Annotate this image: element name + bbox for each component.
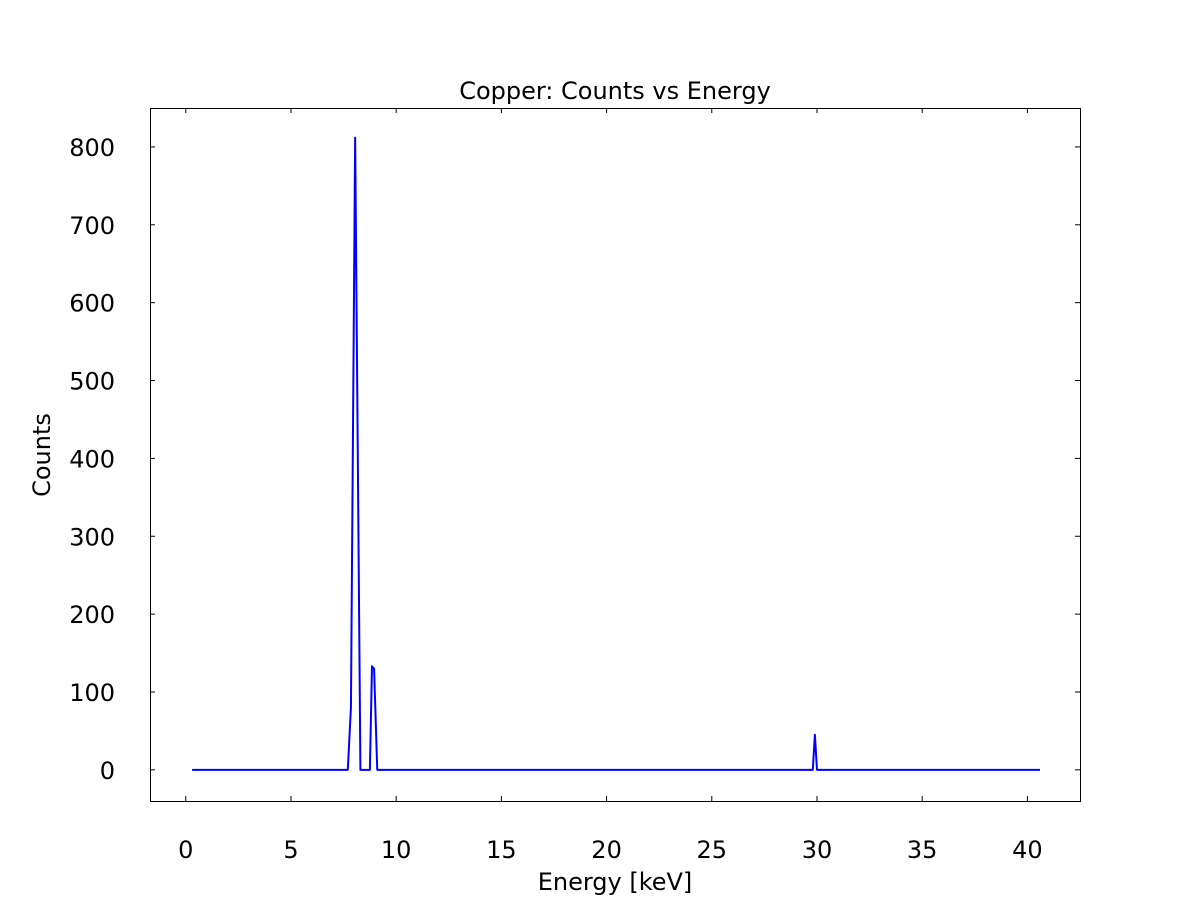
plot-area [192, 136, 1041, 771]
y-tick-label: 700 [69, 212, 115, 240]
y-tick-label: 500 [69, 368, 115, 396]
x-axis-label: Energy [keV] [538, 868, 693, 896]
x-tick-label: 25 [697, 836, 728, 864]
y-axis: 0 100 200 300 400 500 600 700 800 [69, 134, 1080, 785]
y-axis-label: Counts [28, 413, 56, 497]
y-tick-label: 400 [69, 445, 115, 473]
x-tick-label: 35 [907, 836, 938, 864]
y-tick-label: 200 [69, 601, 115, 629]
y-tick-label: 0 [100, 757, 115, 785]
x-tick-label: 30 [802, 836, 833, 864]
chart-title: Copper: Counts vs Energy [459, 77, 771, 105]
plot-frame [150, 108, 1081, 802]
series-line-0 [192, 136, 1041, 771]
x-axis: 0 5 10 15 20 25 30 35 40 [178, 108, 1043, 864]
x-tick-label: 40 [1012, 836, 1043, 864]
x-tick-label: 15 [486, 836, 517, 864]
y-tick-label: 600 [69, 290, 115, 318]
y-tick-label: 800 [69, 134, 115, 162]
x-tick-label: 10 [381, 836, 412, 864]
x-tick-label: 5 [283, 836, 298, 864]
y-tick-label: 300 [69, 523, 115, 551]
y-tick-label: 100 [69, 679, 115, 707]
x-tick-label: 0 [178, 836, 193, 864]
x-tick-label: 20 [591, 836, 622, 864]
